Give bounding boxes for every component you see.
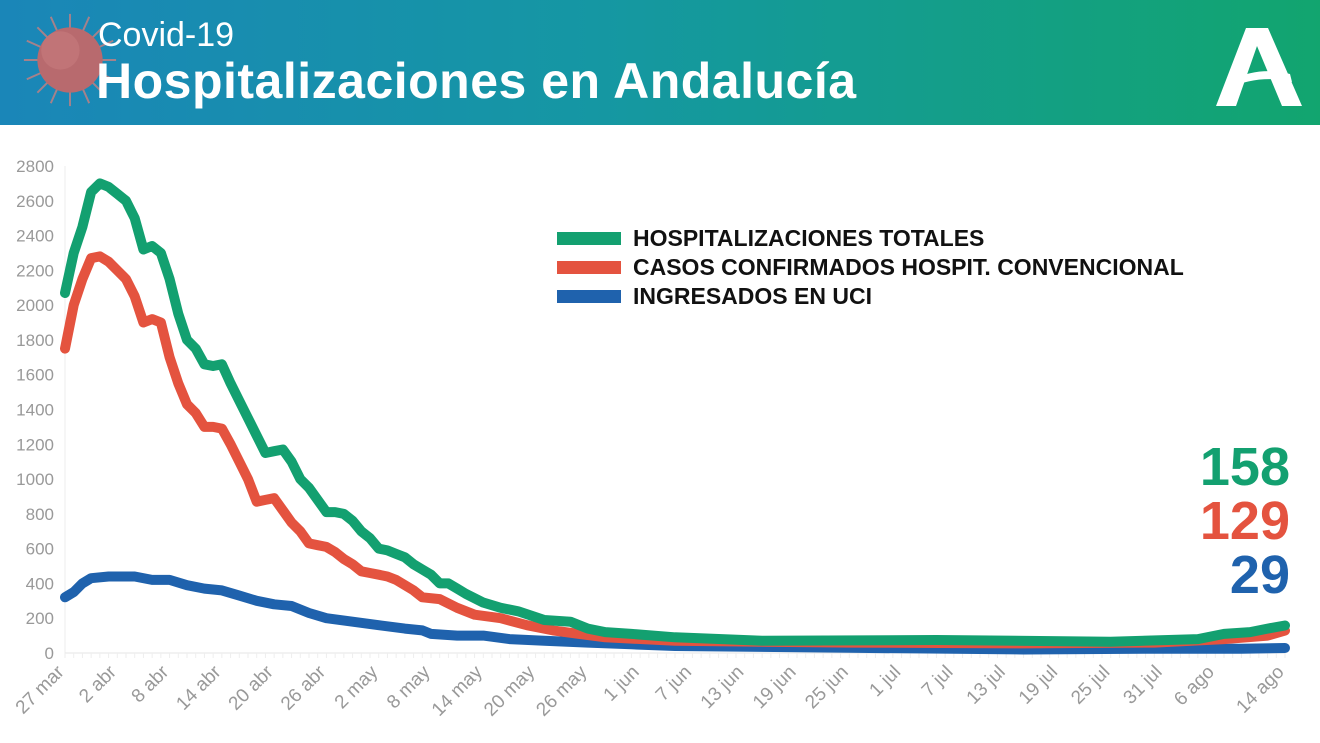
x-tick-label: 25 jul — [1067, 662, 1114, 709]
legend-label: CASOS CONFIRMADOS HOSPIT. CONVENCIONAL — [633, 254, 1184, 280]
y-tick-label: 1000 — [16, 470, 54, 489]
y-tick-label: 400 — [26, 574, 54, 593]
y-tick-label: 2200 — [16, 261, 54, 280]
x-tick-label: 13 jul — [963, 662, 1010, 709]
x-tick-label: 1 jul — [866, 662, 905, 701]
legend-item-total: HOSPITALIZACIONES TOTALES — [557, 224, 1184, 253]
legend-item-uci: INGRESADOS EN UCI — [557, 282, 1184, 311]
legend-label: INGRESADOS EN UCI — [633, 283, 872, 309]
series-line-hospitalizaciones-totales — [60, 178, 1290, 647]
x-tick-label: 14 may — [428, 661, 487, 720]
x-tick-label: 7 jul — [918, 662, 957, 701]
legend-item-convencional: CASOS CONFIRMADOS HOSPIT. CONVENCIONAL — [557, 253, 1184, 282]
x-tick-label: 7 jun — [652, 662, 696, 706]
y-tick-label: 2400 — [16, 227, 54, 246]
latest-total-value: 158 — [1199, 437, 1290, 497]
legend-swatch — [557, 261, 621, 274]
x-tick-label: 19 jul — [1015, 662, 1062, 709]
x-tick-label: 8 abr — [128, 661, 174, 707]
y-tick-label: 2000 — [16, 296, 54, 315]
latest-convencional-value: 129 — [1199, 491, 1290, 551]
x-tick-label: 6 ago — [1170, 662, 1218, 710]
x-tick-label: 14 abr — [172, 661, 225, 714]
subtitle: Covid-19 — [98, 16, 235, 54]
x-tick-label: 13 jun — [697, 662, 748, 713]
x-tick-label: 2 may — [331, 661, 383, 713]
latest-uci-value: 29 — [1229, 545, 1290, 605]
y-tick-label: 1400 — [16, 401, 54, 420]
page-title: Hospitalizaciones en Andalucía — [96, 53, 857, 109]
y-tick-label: 1600 — [16, 366, 54, 385]
y-tick-label: 800 — [26, 505, 54, 524]
legend-label: HOSPITALIZACIONES TOTALES — [633, 225, 985, 251]
series-line-casos-confirmados-hospit-convencional — [60, 251, 1290, 649]
legend-swatch — [557, 232, 621, 245]
x-tick-label: 20 abr — [225, 661, 278, 714]
junta-andalucia-logo — [1216, 28, 1302, 106]
x-tick-label: 19 jun — [749, 662, 800, 713]
header-banner: Covid-19 Hospitalizaciones en Andalucía — [0, 0, 1320, 125]
series-line-ingresados-en-uci — [60, 571, 1290, 655]
y-tick-label: 2800 — [16, 157, 54, 176]
x-tick-label: 31 jul — [1120, 662, 1167, 709]
x-tick-label: 14 ago — [1233, 662, 1289, 718]
y-tick-label: 600 — [26, 540, 54, 559]
hospitalizations-line-chart: 0 200 400 600 800 1000 1200 1400 1600 1800 2000 220… — [12, 157, 1290, 721]
x-tick-label: 1 jun — [600, 662, 644, 706]
y-tick-label: 1800 — [16, 331, 54, 350]
coronavirus-icon — [23, 13, 117, 107]
y-tick-label: 2600 — [16, 192, 54, 211]
chart-legend: HOSPITALIZACIONES TOTALES CASOS CONFIRMA… — [557, 224, 1184, 311]
x-tick-label: 2 abr — [75, 661, 121, 707]
x-tick-label: 27 mar — [12, 661, 69, 718]
y-tick-label: 1200 — [16, 435, 54, 454]
x-tick-label: 20 may — [480, 661, 539, 720]
x-tick-label: 26 abr — [277, 661, 330, 714]
x-tick-label: 26 may — [532, 661, 591, 720]
x-tick-label: 25 jun — [801, 662, 852, 713]
y-tick-label: 0 — [45, 644, 54, 663]
legend-swatch — [557, 290, 621, 303]
y-tick-label: 200 — [26, 609, 54, 628]
